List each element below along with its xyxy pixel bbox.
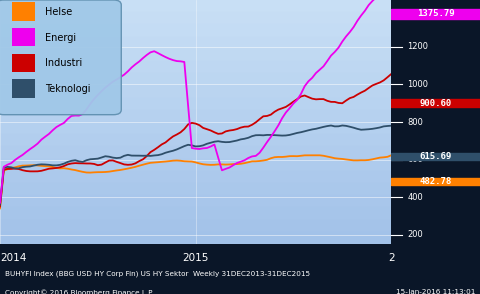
Bar — [0, 159, 391, 171]
Bar — [0, 73, 391, 86]
Text: Industri: Industri — [45, 59, 82, 69]
Bar — [0, 37, 391, 49]
Bar — [0, 134, 391, 146]
Bar — [0, 183, 391, 195]
Text: 1375.79: 1375.79 — [417, 9, 455, 19]
Text: 900.60: 900.60 — [420, 98, 452, 108]
Text: 1000: 1000 — [407, 80, 428, 89]
FancyBboxPatch shape — [12, 2, 35, 21]
Bar — [391, 178, 480, 185]
FancyBboxPatch shape — [12, 28, 35, 46]
Bar — [0, 61, 391, 73]
Text: BUHYFI Index (BBG USD HY Corp Fin) US HY Sektor  Weekly 31DEC2013-31DEC2015: BUHYFI Index (BBG USD HY Corp Fin) US HY… — [5, 270, 310, 277]
Text: 615.69: 615.69 — [420, 152, 452, 161]
Text: Helse: Helse — [45, 7, 72, 17]
Bar — [391, 99, 480, 107]
FancyBboxPatch shape — [12, 54, 35, 72]
Bar — [0, 98, 391, 110]
Text: 482.78: 482.78 — [420, 177, 452, 186]
Text: 400: 400 — [407, 193, 423, 202]
Text: 2: 2 — [388, 253, 395, 263]
Bar — [0, 24, 391, 37]
Bar — [0, 220, 391, 232]
Text: 800: 800 — [407, 118, 423, 126]
Bar — [0, 232, 391, 244]
Bar — [0, 49, 391, 61]
Text: Copyright© 2016 Bloomberg Finance L.P.: Copyright© 2016 Bloomberg Finance L.P. — [5, 289, 154, 294]
Text: Teknologi: Teknologi — [45, 84, 91, 94]
Bar — [0, 195, 391, 208]
Text: Energi: Energi — [45, 33, 76, 43]
Text: 2015: 2015 — [182, 253, 209, 263]
Bar — [0, 208, 391, 220]
Text: 600: 600 — [407, 155, 423, 164]
Text: 15-Jan-2016 11:13:01: 15-Jan-2016 11:13:01 — [396, 289, 475, 294]
Bar — [0, 122, 391, 134]
Bar — [0, 110, 391, 122]
Bar — [391, 9, 480, 19]
Bar — [0, 0, 391, 12]
Text: 200: 200 — [407, 230, 423, 239]
Bar — [0, 12, 391, 24]
Bar — [391, 153, 480, 160]
Bar — [0, 146, 391, 159]
Text: 1200: 1200 — [407, 42, 428, 51]
FancyBboxPatch shape — [12, 79, 35, 98]
Bar — [0, 171, 391, 183]
Bar — [0, 86, 391, 98]
FancyBboxPatch shape — [0, 0, 121, 115]
Text: 2014: 2014 — [0, 253, 26, 263]
